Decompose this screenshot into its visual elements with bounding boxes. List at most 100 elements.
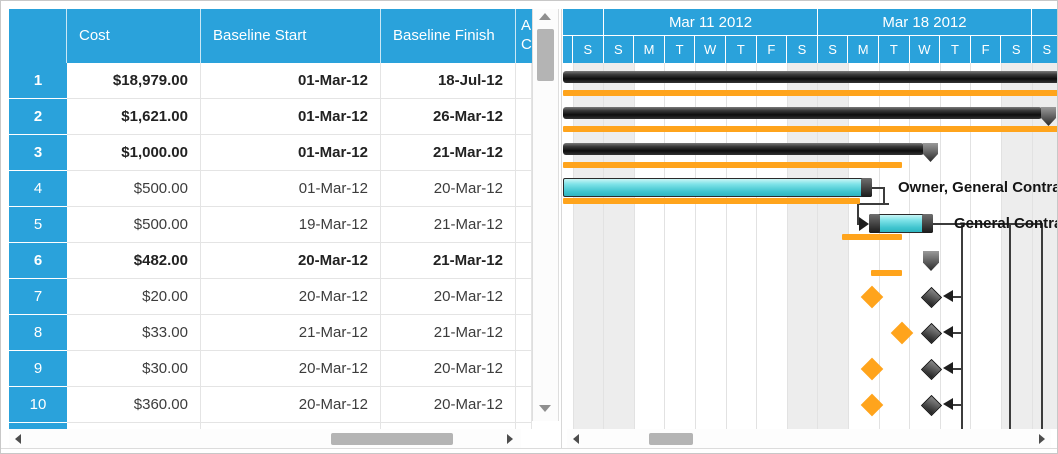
clipped-cell[interactable] <box>516 351 532 387</box>
milestone-shield[interactable] <box>923 251 939 271</box>
row-number-cell[interactable]: 4 <box>9 171 67 207</box>
table-row[interactable]: 10 $360.00 20-Mar-12 20-Mar-12 <box>9 387 532 423</box>
clipped-cell[interactable] <box>516 171 532 207</box>
table-row[interactable]: 9 $30.00 20-Mar-12 20-Mar-12 <box>9 351 532 387</box>
milestone-diamond[interactable] <box>920 286 943 309</box>
table-row[interactable]: 8 $33.00 21-Mar-12 21-Mar-12 <box>9 315 532 351</box>
scroll-right-arrow[interactable] <box>507 434 513 444</box>
table-row[interactable]: 1 $18,979.00 01-Mar-12 18-Jul-12 <box>9 63 532 99</box>
scroll-down-arrow[interactable] <box>539 405 551 412</box>
cost-cell[interactable]: $500.00 <box>67 171 201 207</box>
header-cell-baseline-finish[interactable]: Baseline Finish <box>381 9 516 63</box>
baseline-finish-cell[interactable]: 18-Jul-12 <box>381 63 516 99</box>
baseline-start-cell[interactable]: 01-Mar-12 <box>201 99 381 135</box>
baseline-start-cell[interactable]: 01-Mar-12 <box>201 171 381 207</box>
cost-cell[interactable]: $500.00 <box>67 207 201 243</box>
baseline-bar[interactable] <box>563 90 1057 96</box>
dependency-arrow <box>943 290 953 302</box>
task-bar[interactable] <box>563 178 872 197</box>
baseline-finish-cell[interactable]: 21-Mar-12 <box>381 315 516 351</box>
grid-line <box>634 63 635 429</box>
milestone-diamond[interactable] <box>920 358 943 381</box>
cost-cell[interactable]: $18,979.00 <box>67 63 201 99</box>
milestone-diamond[interactable] <box>920 394 943 417</box>
row-number-cell[interactable]: 10 <box>9 387 67 423</box>
scroll-right-arrow[interactable] <box>1039 434 1045 444</box>
row-number-cell[interactable]: 3 <box>9 135 67 171</box>
row-number-cell[interactable]: 2 <box>9 99 67 135</box>
cost-cell[interactable]: $360.00 <box>67 387 201 423</box>
summary-task-bar[interactable] <box>563 107 1042 119</box>
summary-task-bar[interactable] <box>563 71 1057 83</box>
baseline-finish-cell[interactable]: 26-Mar-12 <box>381 99 516 135</box>
vertical-scrollbar[interactable] <box>532 9 559 421</box>
baseline-start-cell[interactable]: 01-Mar-12 <box>201 135 381 171</box>
row-number-cell[interactable]: 5 <box>9 207 67 243</box>
row-number-cell[interactable]: 1 <box>9 63 67 99</box>
cost-cell[interactable]: $1,621.00 <box>67 99 201 135</box>
baseline-start-cell[interactable]: 01-Mar-12 <box>201 63 381 99</box>
table-horizontal-scrollbar[interactable] <box>9 429 521 449</box>
table-row[interactable]: 6 $482.00 20-Mar-12 21-Mar-12 <box>9 243 532 279</box>
dependency-line <box>857 203 889 205</box>
clipped-cell[interactable] <box>516 243 532 279</box>
scroll-up-arrow[interactable] <box>539 13 551 20</box>
baseline-start-cell[interactable]: 20-Mar-12 <box>201 387 381 423</box>
baseline-bar[interactable] <box>563 198 860 204</box>
grid-line <box>848 63 849 429</box>
cost-cell[interactable]: $1,000.00 <box>67 135 201 171</box>
baseline-start-cell[interactable]: 20-Mar-12 <box>201 279 381 315</box>
row-number-cell[interactable]: 9 <box>9 351 67 387</box>
clipped-cell[interactable] <box>516 279 532 315</box>
scroll-thumb[interactable] <box>649 433 693 445</box>
baseline-start-cell[interactable]: 20-Mar-12 <box>201 351 381 387</box>
baseline-finish-cell[interactable]: 21-Mar-12 <box>381 243 516 279</box>
clipped-cell[interactable] <box>516 387 532 423</box>
dependency-line <box>953 404 963 406</box>
table-row[interactable]: 4 $500.00 01-Mar-12 20-Mar-12 <box>9 171 532 207</box>
clipped-cell[interactable] <box>516 207 532 243</box>
summary-task-bar[interactable] <box>563 143 924 155</box>
chart-horizontal-scrollbar[interactable] <box>567 429 1051 449</box>
cost-cell[interactable]: $33.00 <box>67 315 201 351</box>
milestone-diamond[interactable] <box>920 322 943 345</box>
row-number-cell[interactable]: 8 <box>9 315 67 351</box>
clipped-cell[interactable] <box>516 63 532 99</box>
cost-cell[interactable]: $20.00 <box>67 279 201 315</box>
table-row[interactable]: 5 $500.00 19-Mar-12 21-Mar-12 <box>9 207 532 243</box>
row-number-cell[interactable]: 6 <box>9 243 67 279</box>
dependency-line <box>870 187 885 189</box>
header-cell-baseline-start[interactable]: Baseline Start <box>201 9 381 63</box>
baseline-finish-cell[interactable]: 20-Mar-12 <box>381 171 516 207</box>
dependency-line <box>1041 223 1043 429</box>
scroll-left-arrow[interactable] <box>573 434 579 444</box>
baseline-finish-cell[interactable]: 20-Mar-12 <box>381 387 516 423</box>
cost-cell[interactable]: $482.00 <box>67 243 201 279</box>
table-row[interactable]: 3 $1,000.00 01-Mar-12 21-Mar-12 <box>9 135 532 171</box>
scroll-thumb[interactable] <box>331 433 453 445</box>
baseline-finish-cell[interactable]: 21-Mar-12 <box>381 207 516 243</box>
header-cell-rownum[interactable] <box>9 9 67 63</box>
row-number-cell[interactable]: 7 <box>9 279 67 315</box>
baseline-finish-cell[interactable]: 21-Mar-12 <box>381 135 516 171</box>
baseline-bar[interactable] <box>563 162 902 168</box>
scroll-thumb[interactable] <box>537 29 554 81</box>
baseline-bar[interactable] <box>563 126 1057 132</box>
baseline-start-cell[interactable]: 19-Mar-12 <box>201 207 381 243</box>
baseline-finish-cell[interactable]: 20-Mar-12 <box>381 351 516 387</box>
header-cell-cost[interactable]: Cost <box>67 9 201 63</box>
clipped-cell[interactable] <box>516 99 532 135</box>
header-cell-clipped[interactable]: A C <box>521 17 532 53</box>
clipped-cell[interactable] <box>516 135 532 171</box>
table-row[interactable]: 2 $1,621.00 01-Mar-12 26-Mar-12 <box>9 99 532 135</box>
dependency-line <box>857 203 859 225</box>
baseline-start-cell[interactable]: 21-Mar-12 <box>201 315 381 351</box>
cost-cell[interactable]: $30.00 <box>67 351 201 387</box>
scroll-left-arrow[interactable] <box>15 434 21 444</box>
table-row[interactable]: 7 $20.00 20-Mar-12 20-Mar-12 <box>9 279 532 315</box>
baseline-start-cell[interactable]: 20-Mar-12 <box>201 243 381 279</box>
baseline-finish-cell[interactable]: 20-Mar-12 <box>381 279 516 315</box>
baseline-bar[interactable] <box>871 270 902 276</box>
baseline-bar[interactable] <box>842 234 902 240</box>
clipped-cell[interactable] <box>516 315 532 351</box>
